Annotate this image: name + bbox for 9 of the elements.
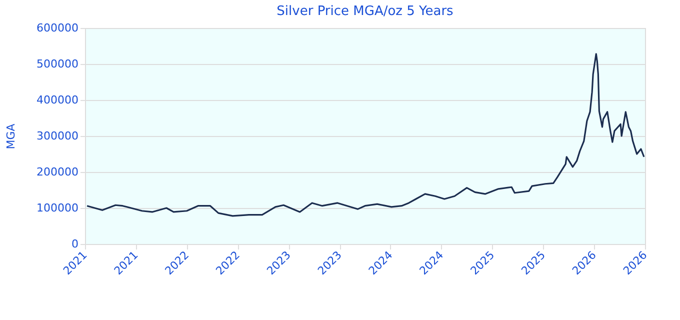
y-tick-label: 0 [72,238,78,250]
y-tick-label: 500000 [36,58,78,70]
y-tick-label: 600000 [36,22,78,34]
y-tick-label: 100000 [36,202,78,214]
y-tick-label: 300000 [36,130,78,142]
y-tick-label: 200000 [36,166,78,178]
y-tick-label: 400000 [36,94,78,106]
chart-title: Silver Price MGA/oz 5 Years [276,4,454,19]
y-axis-title: MGA [4,123,18,150]
